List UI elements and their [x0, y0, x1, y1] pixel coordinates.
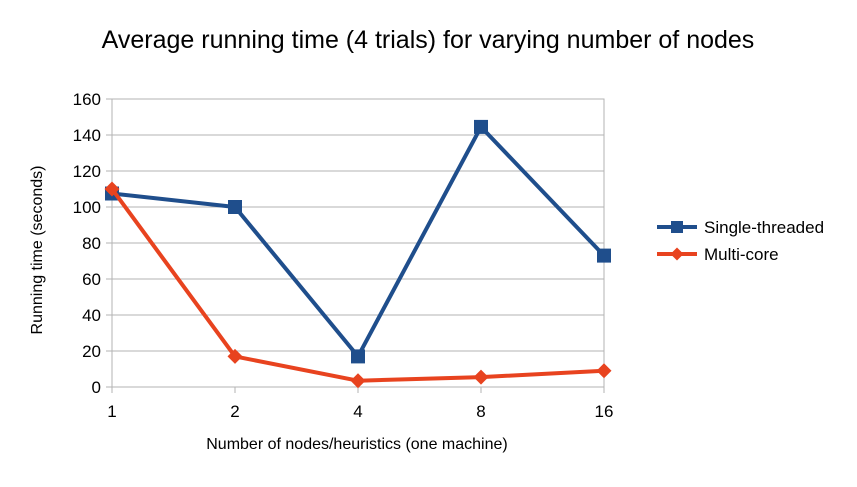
legend-swatch-marker [670, 247, 684, 261]
data-point [597, 248, 611, 263]
chart-title: Average running time (4 trials) for vary… [102, 26, 755, 54]
legend-item: Single-threaded [657, 218, 824, 237]
legend-swatch-marker [671, 221, 683, 233]
y-tick-label: 140 [73, 126, 101, 145]
y-tick-label: 100 [73, 198, 101, 217]
x-axis-label: Number of nodes/heuristics (one machine) [206, 436, 507, 453]
y-tick-label: 40 [82, 306, 101, 325]
data-point [104, 181, 120, 197]
x-tick-label: 16 [595, 402, 614, 421]
x-axis-ticks: 1 2 4 8 16 [107, 387, 613, 421]
y-tick-label: 120 [73, 162, 101, 181]
x-tick-label: 2 [230, 402, 239, 421]
x-tick-label: 8 [476, 402, 485, 421]
legend-label: Single-threaded [704, 218, 824, 237]
y-tick-label: 0 [92, 378, 101, 397]
data-point [473, 369, 489, 385]
x-tick-label: 1 [107, 402, 116, 421]
series-line [111, 124, 606, 359]
x-tick-label: 4 [353, 402, 362, 421]
y-axis-label: Running time (seconds) [29, 166, 46, 335]
legend-item: Multi-core [657, 245, 779, 264]
data-point [351, 349, 365, 364]
y-tick-label: 160 [73, 90, 101, 109]
data-point [350, 373, 366, 389]
series-single-threaded [105, 119, 611, 364]
legend-label: Multi-core [704, 245, 779, 264]
y-tick-label: 60 [82, 270, 101, 289]
series-multi-core [104, 181, 612, 389]
series-layer [104, 119, 612, 389]
gridlines [112, 98, 604, 388]
data-point [474, 119, 488, 134]
legend: Single-threaded Multi-core [657, 218, 824, 264]
y-tick-label: 80 [82, 234, 101, 253]
y-tick-label: 20 [82, 342, 101, 361]
data-point [227, 348, 243, 364]
data-point [228, 200, 242, 214]
data-point [596, 363, 612, 379]
y-axis-ticks: 0 20 40 60 80 100 120 140 160 [73, 90, 112, 397]
